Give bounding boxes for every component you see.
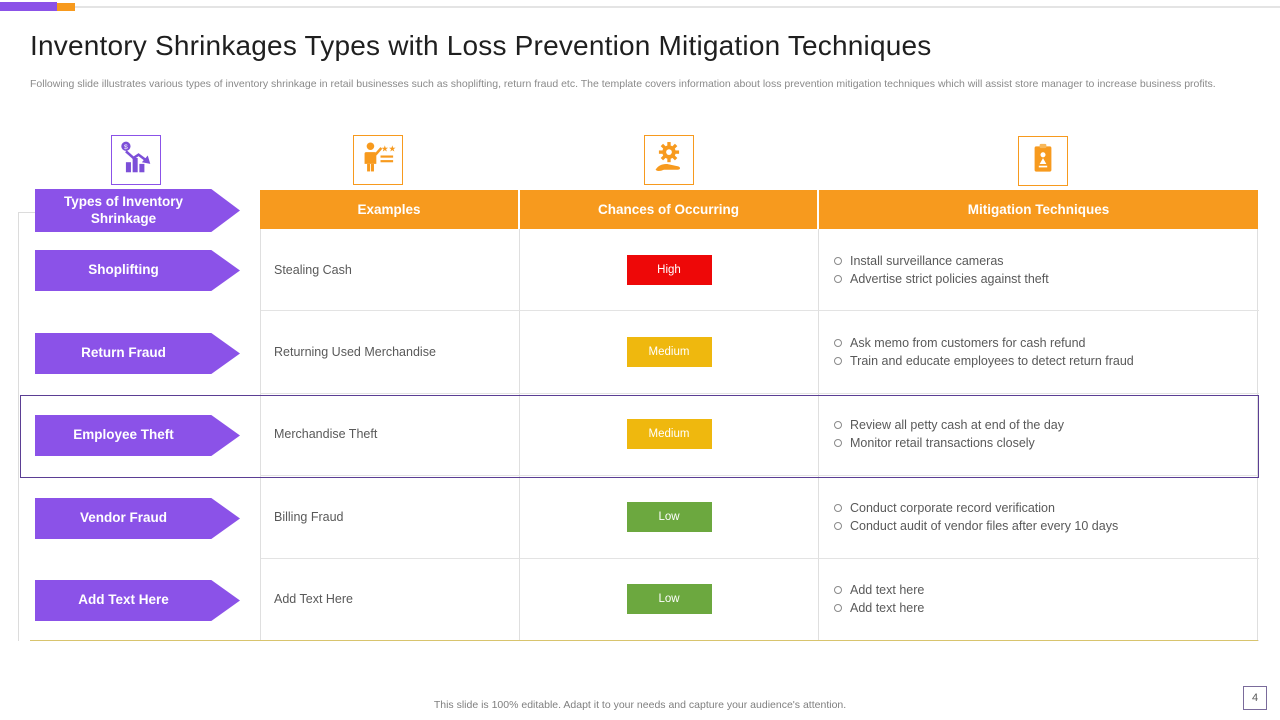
chance-cell: Low — [520, 558, 819, 641]
mitigation-cell: Review all petty cash at end of the day … — [819, 394, 1259, 477]
left-group-border — [18, 212, 19, 641]
chances-icon-box — [644, 135, 694, 185]
chance-badge-high: High — [626, 254, 712, 285]
top-rule — [75, 6, 1280, 8]
hand-holding-gear-icon — [648, 137, 690, 184]
mitigation-bullet: Monitor retail transactions closely — [831, 434, 1064, 452]
mitigation-bullet: Ask memo from customers for cash refund — [831, 334, 1134, 352]
chance-cell: Low — [520, 476, 819, 559]
chance-cell: High — [520, 229, 819, 312]
column-header-chances: Chances of Occurring — [520, 190, 817, 229]
mitigation-icon-box — [1018, 136, 1068, 186]
shrinkage-table: Stealing Cash High Install surveillance … — [260, 229, 1259, 641]
example-cell: Merchandise Theft — [261, 393, 520, 477]
declining-bar-chart-icon: $ — [115, 137, 157, 184]
table-bottom-rule — [30, 640, 1258, 641]
footer-note: This slide is 100% editable. Adapt it to… — [433, 699, 847, 711]
arrow-label: Employee Theft — [73, 427, 174, 443]
clipboard-person-icon — [1022, 138, 1064, 185]
mitigation-cell: Install surveillance cameras Advertise s… — [819, 229, 1259, 312]
chance-cell: Medium — [520, 393, 819, 477]
mitigation-cell: Conduct corporate record verification Co… — [819, 476, 1259, 559]
column-header-examples: Examples — [260, 190, 518, 229]
mitigation-bullet: Train and educate employees to detect re… — [831, 352, 1134, 370]
mitigation-cell: Add text here Add text here — [819, 559, 1259, 641]
arrow-add-text[interactable]: Add Text Here — [35, 580, 240, 621]
arrow-label: Return Fraud — [81, 345, 166, 361]
mitigation-cell: Ask memo from customers for cash refund … — [819, 311, 1259, 394]
chance-cell: Medium — [520, 311, 819, 394]
top-accent-purple — [0, 2, 57, 11]
arrow-label: Add Text Here — [78, 592, 169, 608]
types-icon-box: $ — [111, 135, 161, 185]
arrow-vendor-fraud[interactable]: Vendor Fraud — [35, 498, 240, 539]
example-cell: Billing Fraud — [261, 476, 520, 559]
mitigation-bullet: Review all petty cash at end of the day — [831, 416, 1064, 434]
mitigation-bullet: Install surveillance cameras — [831, 252, 1049, 270]
svg-text:$: $ — [124, 143, 128, 150]
chance-badge-medium: Medium — [626, 419, 712, 450]
page-subtitle: Following slide illustrates various type… — [30, 78, 1216, 90]
left-column-header-label: Types of Inventory Shrinkage — [63, 193, 184, 226]
person-with-stars-icon: ★ ★ — [357, 137, 399, 184]
example-cell: Returning Used Merchandise — [261, 311, 520, 394]
examples-icon-box: ★ ★ — [353, 135, 403, 185]
mitigation-bullet: Add text here — [831, 599, 924, 617]
mitigation-bullet: Conduct corporate record verification — [831, 499, 1118, 517]
chance-badge-low: Low — [626, 584, 712, 615]
svg-text:★: ★ — [389, 143, 397, 153]
left-group-border-top — [18, 212, 36, 213]
chance-badge-medium: Medium — [626, 337, 712, 368]
arrow-shoplifting[interactable]: Shoplifting — [35, 250, 240, 291]
example-cell: Add Text Here — [261, 558, 520, 641]
left-column-header-arrow[interactable]: Types of Inventory Shrinkage — [35, 189, 240, 232]
arrow-return-fraud[interactable]: Return Fraud — [35, 333, 240, 374]
example-cell: Stealing Cash — [261, 229, 520, 312]
top-accent-orange — [57, 3, 75, 11]
arrow-label: Shoplifting — [88, 262, 159, 278]
arrow-employee-theft[interactable]: Employee Theft — [35, 415, 240, 456]
arrow-label: Vendor Fraud — [79, 510, 167, 526]
page-title: Inventory Shrinkages Types with Loss Pre… — [30, 30, 932, 61]
column-header-mitigation: Mitigation Techniques — [819, 190, 1258, 229]
chance-badge-low: Low — [626, 501, 712, 532]
page-number[interactable]: 4 — [1243, 686, 1267, 710]
mitigation-bullet: Add text here — [831, 581, 924, 599]
mitigation-bullet: Advertise strict policies against theft — [831, 270, 1049, 288]
svg-text:★: ★ — [381, 143, 389, 153]
mitigation-bullet: Conduct audit of vendor files after ever… — [831, 517, 1118, 535]
